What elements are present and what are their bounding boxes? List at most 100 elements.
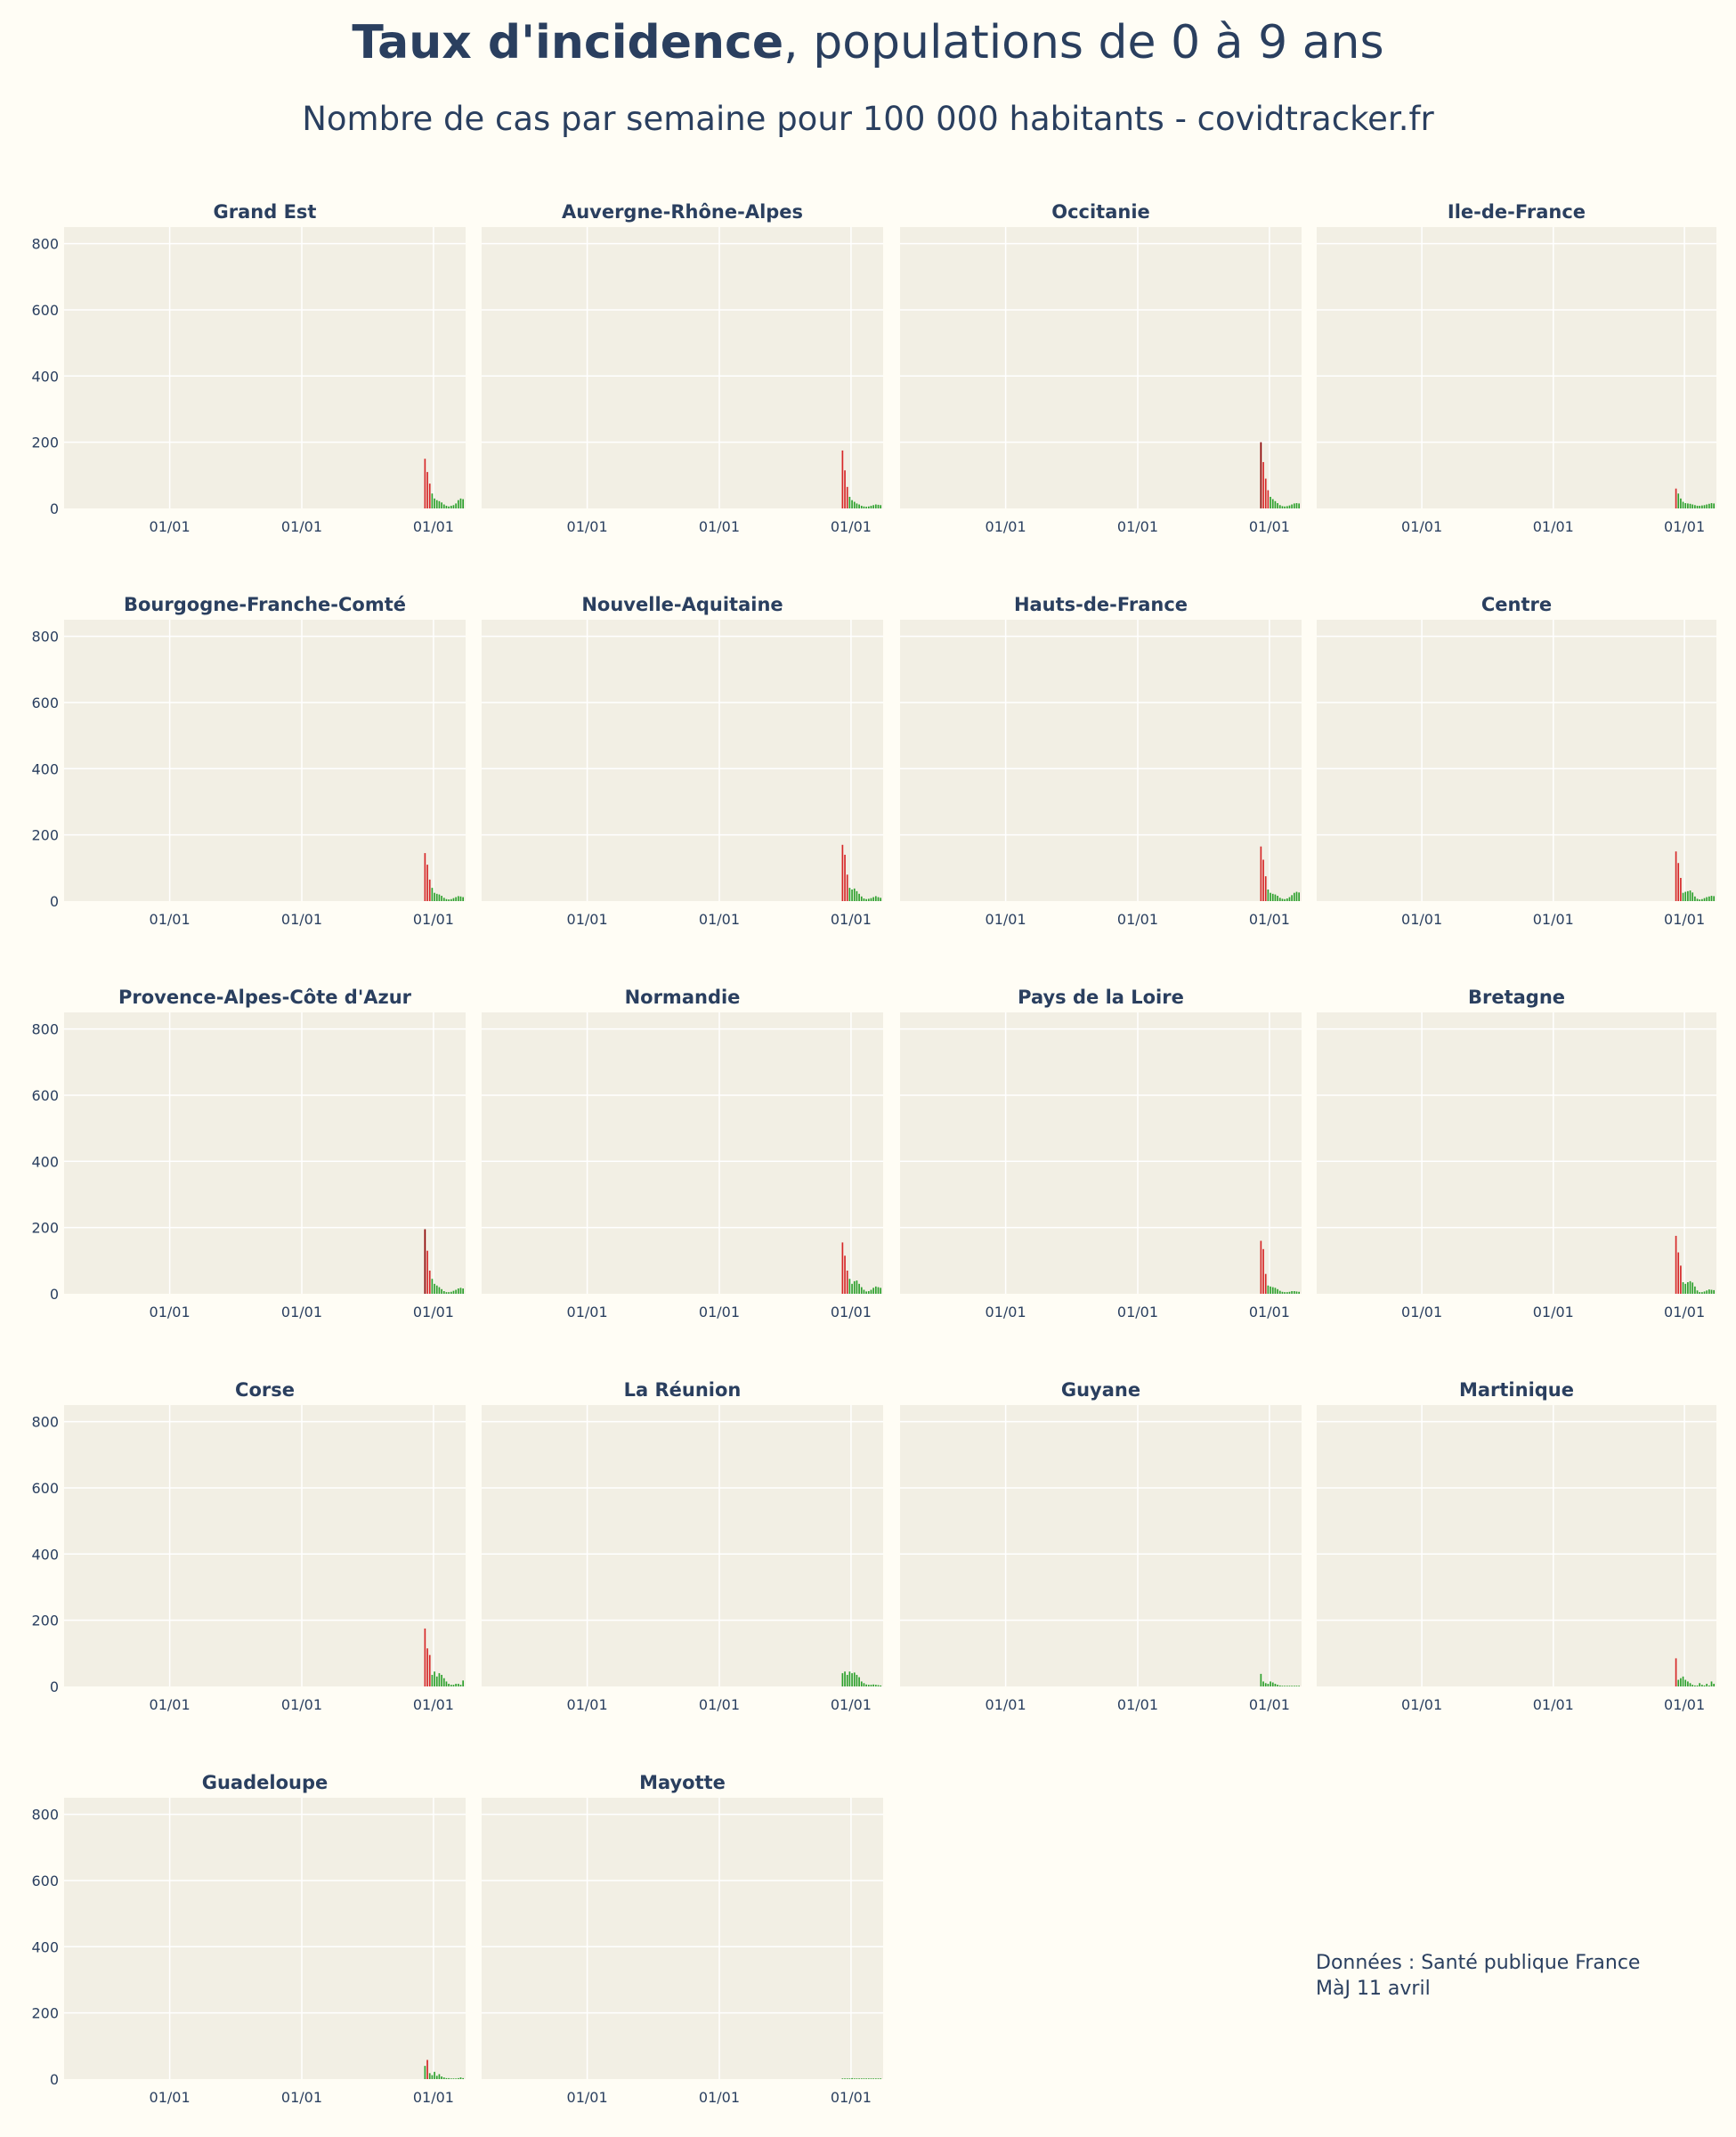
bar bbox=[455, 503, 457, 508]
chart-title-rest: , populations de 0 à 9 ans bbox=[783, 16, 1384, 69]
bar bbox=[880, 2078, 881, 2079]
footer: Données : Santé publique France MàJ 11 a… bbox=[1316, 1950, 1640, 2002]
bar bbox=[1689, 1683, 1691, 1686]
bar bbox=[863, 898, 865, 901]
x-tick-label: 01/01 bbox=[1664, 1696, 1705, 1713]
bar bbox=[851, 1673, 853, 1686]
bar bbox=[1694, 505, 1696, 508]
subplot: 0 200 400 600 800 01/01 01/01 01/01 Guadeloupe bbox=[31, 1772, 466, 2106]
panel-title: Martinique bbox=[1459, 1379, 1574, 1401]
x-tick-label: 01/01 bbox=[1533, 911, 1574, 928]
y-tick-label: 0 bbox=[50, 893, 59, 910]
bar bbox=[462, 499, 464, 508]
x-tick-label: 01/01 bbox=[150, 2089, 191, 2106]
plot-area bbox=[482, 227, 883, 508]
bar bbox=[1262, 1248, 1264, 1294]
bar bbox=[1710, 896, 1713, 901]
bar bbox=[450, 1685, 452, 1686]
x-tick-label: 01/01 bbox=[150, 1304, 191, 1320]
bar bbox=[1713, 1684, 1715, 1686]
footer-update: MàJ 11 avril bbox=[1316, 1978, 1431, 2000]
plot-area bbox=[64, 1012, 466, 1294]
bar bbox=[1684, 891, 1687, 901]
bar bbox=[870, 1289, 872, 1294]
x-tick-label: 01/01 bbox=[986, 518, 1026, 535]
plot-area bbox=[482, 1405, 883, 1686]
panel-title: Provence-Alpes-Côte d'Azur bbox=[118, 987, 412, 1008]
bar bbox=[851, 1283, 853, 1294]
bar bbox=[867, 1685, 870, 1686]
subplot: 01/01 01/01 01/01 Normandie bbox=[482, 987, 883, 1320]
bar bbox=[431, 1279, 434, 1294]
subplot: 01/01 01/01 01/01 Pays de la Loire bbox=[900, 987, 1302, 1320]
x-tick-label: 01/01 bbox=[1249, 1696, 1290, 1713]
bar bbox=[844, 2078, 846, 2079]
bar bbox=[459, 896, 462, 901]
bar bbox=[1270, 1681, 1271, 1686]
bar bbox=[1701, 1685, 1703, 1686]
bar bbox=[1713, 503, 1715, 508]
bar bbox=[880, 1288, 881, 1294]
bar bbox=[1260, 442, 1262, 508]
bar bbox=[434, 1671, 435, 1686]
bar bbox=[445, 506, 448, 508]
bar bbox=[1691, 1685, 1694, 1686]
subplot: 01/01 01/01 01/01 Nouvelle-Aquitaine bbox=[482, 594, 883, 928]
bar bbox=[426, 1250, 428, 1294]
bar bbox=[860, 506, 863, 508]
bar bbox=[459, 1685, 462, 1686]
bar bbox=[1708, 1289, 1710, 1294]
chart-subtitle: Nombre de cas par semaine pour 100 000 h… bbox=[302, 100, 1434, 138]
bar bbox=[874, 504, 877, 508]
bar bbox=[1713, 896, 1715, 901]
bar bbox=[874, 1685, 877, 1686]
bar bbox=[457, 1684, 459, 1686]
bar bbox=[1270, 1286, 1271, 1294]
bar bbox=[872, 1288, 874, 1294]
y-tick-label: 0 bbox=[50, 2071, 59, 2088]
bar bbox=[841, 1242, 844, 1294]
bar bbox=[880, 898, 881, 901]
y-tick-label: 800 bbox=[31, 236, 59, 253]
bar bbox=[438, 1673, 441, 1686]
bar bbox=[867, 1291, 870, 1294]
y-tick-label: 400 bbox=[31, 760, 59, 777]
plot-area bbox=[1317, 1405, 1716, 1686]
y-tick-label: 200 bbox=[31, 435, 59, 451]
bar bbox=[441, 502, 442, 508]
bar bbox=[1710, 1681, 1713, 1686]
bar bbox=[1706, 1684, 1708, 1686]
x-tick-label: 01/01 bbox=[1533, 1696, 1574, 1713]
bar bbox=[1699, 899, 1701, 901]
y-tick-label: 400 bbox=[31, 1546, 59, 1563]
bar bbox=[441, 2076, 442, 2079]
x-tick-label: 01/01 bbox=[150, 518, 191, 535]
bar bbox=[863, 1683, 865, 1686]
x-tick-label: 01/01 bbox=[1117, 518, 1158, 535]
y-tick-label: 200 bbox=[31, 1613, 59, 1629]
bar bbox=[1713, 1289, 1715, 1294]
bar bbox=[1706, 1290, 1708, 1294]
bar bbox=[450, 898, 452, 901]
bar bbox=[1267, 1285, 1270, 1294]
y-tick-label: 0 bbox=[50, 1286, 59, 1303]
bar bbox=[431, 493, 434, 508]
bar bbox=[1260, 846, 1262, 901]
x-tick-label: 01/01 bbox=[1249, 1304, 1290, 1320]
bar bbox=[1675, 1235, 1677, 1294]
bar bbox=[441, 896, 442, 901]
bar bbox=[865, 1684, 867, 1686]
bar bbox=[858, 1283, 860, 1294]
bar bbox=[1710, 1289, 1713, 1294]
bar bbox=[459, 498, 462, 508]
x-tick-label: 01/01 bbox=[413, 518, 454, 535]
bar bbox=[442, 1678, 445, 1686]
bar bbox=[1270, 892, 1271, 901]
bar bbox=[1271, 893, 1274, 901]
bar bbox=[1677, 1252, 1680, 1294]
bar bbox=[452, 505, 455, 508]
plot-area bbox=[900, 620, 1302, 901]
bar bbox=[442, 1291, 445, 1294]
subplot: 01/01 01/01 01/01 Mayotte bbox=[482, 1772, 883, 2106]
bar bbox=[880, 505, 881, 508]
